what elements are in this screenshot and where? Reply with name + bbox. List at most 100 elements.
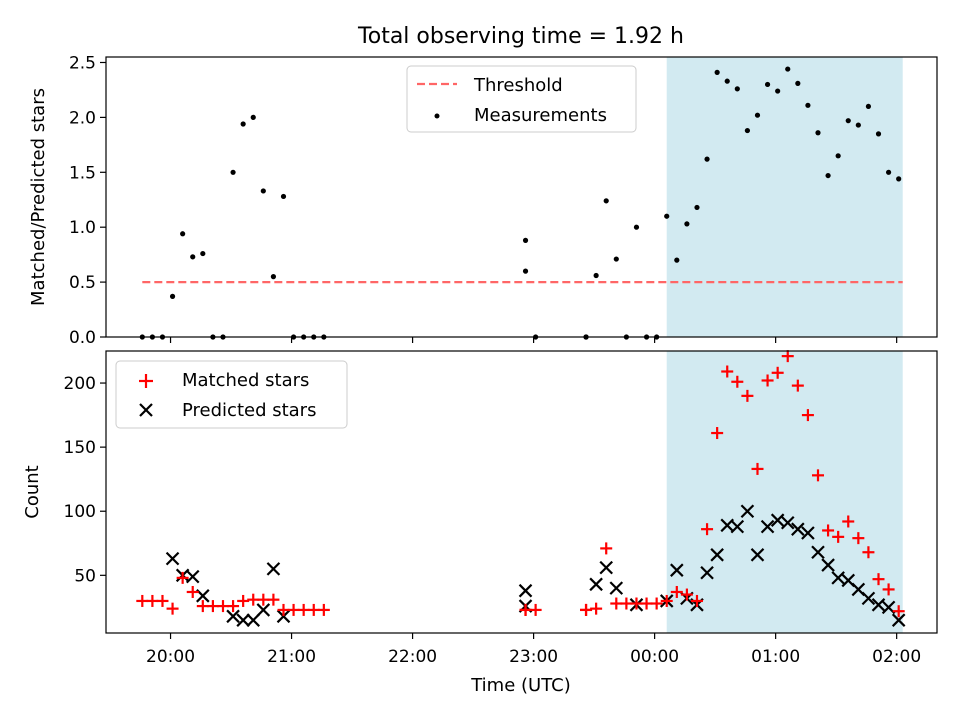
- predicted-point: [256, 603, 271, 617]
- measurement-point: [885, 169, 892, 175]
- predicted-point: [196, 589, 210, 603]
- predicted-point: [801, 526, 815, 540]
- y-tick-label: 0.0: [69, 328, 96, 348]
- measurement-point: [684, 221, 690, 227]
- y-axis-label-top: Matched/Predicted stars: [28, 88, 49, 306]
- x-tick-label: 21:00: [267, 647, 316, 667]
- predicted-point: [740, 504, 755, 519]
- predicted-point: [700, 565, 714, 580]
- matched-point: [711, 427, 724, 440]
- predicted-point: [760, 519, 775, 534]
- y-tick-label: 100: [64, 502, 96, 522]
- matched-point: [650, 597, 663, 610]
- legend-bottom: Matched stars Predicted stars: [115, 360, 348, 429]
- y-ticks-bottom: 50 100 150 200: [64, 374, 106, 586]
- measurement-point: [674, 257, 680, 263]
- measurement-point: [845, 118, 851, 124]
- measurement-point: [230, 169, 236, 175]
- matched-point: [317, 603, 330, 616]
- x-tick-label: 02:00: [872, 647, 921, 667]
- matched-point: [307, 603, 320, 616]
- measurement-point: [734, 86, 740, 92]
- predicted-point: [185, 569, 200, 584]
- predicted-point: [750, 548, 765, 562]
- measurement-point: [694, 204, 700, 211]
- measurement-point: [240, 121, 246, 127]
- matched-point: [852, 532, 865, 545]
- predicted-point: [609, 581, 624, 595]
- matched-point: [519, 603, 532, 616]
- matched-point: [297, 603, 310, 616]
- measurement-point: [190, 254, 196, 260]
- matched-point: [801, 409, 814, 422]
- matched-point: [216, 600, 229, 613]
- predicted-point: [891, 613, 906, 627]
- matched-point: [791, 379, 804, 392]
- matched-point: [277, 603, 290, 616]
- legend-threshold-label: Threshold: [473, 75, 563, 96]
- predicted-point: [780, 515, 795, 530]
- matched-point: [227, 600, 240, 613]
- matched-point: [186, 585, 199, 598]
- matched-point: [257, 593, 270, 606]
- legend-predicted-label: Predicted stars: [182, 400, 316, 421]
- measurement-point: [835, 153, 841, 159]
- predicted-point: [236, 613, 250, 627]
- predicted-point: [165, 551, 180, 566]
- measurement-point: [250, 114, 256, 120]
- matched-point: [731, 375, 744, 388]
- matched-point: [196, 600, 209, 613]
- matched-point: [600, 542, 613, 555]
- measurement-point: [785, 66, 791, 72]
- matched-point: [237, 594, 250, 607]
- matched-point: [741, 389, 754, 402]
- predicted-point: [710, 548, 724, 562]
- matched-point: [146, 594, 159, 607]
- matched-point: [529, 603, 542, 616]
- measurement-point: [855, 122, 861, 128]
- axes-frame-top: [105, 56, 938, 338]
- measurement-point: [270, 274, 277, 280]
- measurement-point: [603, 198, 609, 204]
- matched-point: [680, 588, 693, 601]
- measurement-point: [825, 172, 831, 179]
- matched-point: [580, 603, 593, 616]
- predicted-point: [881, 600, 896, 615]
- matched-point: [721, 365, 734, 378]
- y-axis-label-bottom: Count: [22, 465, 43, 518]
- matched-point: [660, 594, 673, 607]
- matched-point: [701, 523, 714, 536]
- matched-point: [176, 571, 189, 584]
- predicted-point: [266, 562, 281, 576]
- matched-point: [610, 597, 623, 610]
- measurement-point: [633, 224, 640, 230]
- measurement-point: [805, 102, 811, 108]
- measurement-point: [180, 231, 186, 237]
- matched-point: [761, 374, 774, 387]
- legend-box-bottom: [115, 360, 348, 429]
- y-tick-label: 2.5: [69, 53, 96, 73]
- measurement-point: [865, 103, 872, 110]
- predicted-point: [276, 609, 291, 624]
- matched-point: [771, 366, 784, 379]
- y-tick-label: 1.0: [69, 218, 96, 238]
- matched-point: [267, 593, 280, 606]
- x-tick-label: 20:00: [146, 647, 195, 667]
- matched-point: [590, 602, 603, 615]
- y-tick-label: 0.5: [69, 273, 96, 293]
- measurement-point: [664, 213, 670, 219]
- matched-point: [690, 594, 703, 607]
- y-tick-label: 2.0: [69, 108, 96, 128]
- measurement-point: [815, 130, 821, 136]
- predicted-point: [518, 583, 533, 598]
- matched-point: [670, 585, 683, 598]
- matched-point: [156, 594, 169, 607]
- matched-point: [842, 515, 855, 528]
- predicted-point: [730, 519, 745, 534]
- x-tick-label: 00:00: [630, 647, 679, 667]
- measurement-point: [200, 250, 206, 257]
- counts-layer: [136, 350, 906, 627]
- measurement-point: [896, 176, 902, 182]
- matched-point: [892, 605, 905, 618]
- matched-point: [822, 524, 835, 537]
